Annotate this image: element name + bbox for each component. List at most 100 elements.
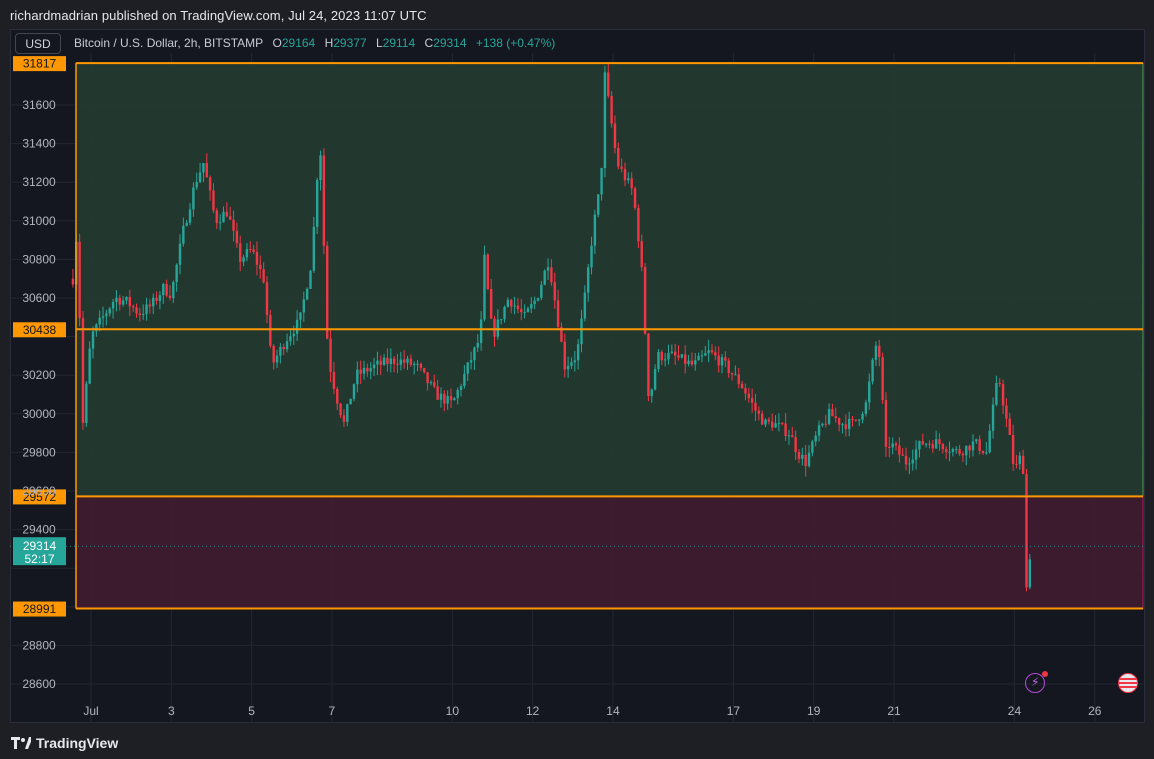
candle-body bbox=[955, 449, 958, 451]
candle-body bbox=[108, 308, 111, 314]
candle-body bbox=[1025, 474, 1028, 588]
level-label: 30438 bbox=[23, 323, 57, 337]
high-label: H bbox=[324, 36, 334, 50]
candle-body bbox=[650, 389, 653, 397]
candle-body bbox=[724, 357, 727, 361]
candle-body bbox=[245, 249, 249, 258]
candle-body bbox=[131, 306, 135, 308]
candle-body bbox=[1021, 455, 1025, 475]
candle-body bbox=[175, 264, 178, 282]
candle-body bbox=[285, 341, 289, 350]
level-label-box bbox=[13, 322, 66, 338]
candle-body bbox=[908, 463, 911, 465]
candle-body bbox=[205, 163, 208, 178]
candle-body bbox=[533, 300, 536, 304]
us-flag-icon[interactable] bbox=[1118, 673, 1138, 693]
y-tick-label: 29600 bbox=[22, 484, 56, 498]
symbol-title: Bitcoin / U.S. Dollar, 2h, BITSTAMP bbox=[74, 36, 264, 50]
x-tick-label: 7 bbox=[329, 704, 336, 718]
lightning-icon[interactable]: ⚡ bbox=[1025, 671, 1048, 693]
candle-body bbox=[667, 352, 670, 360]
candle-body bbox=[744, 388, 747, 394]
candle-body bbox=[556, 300, 560, 327]
candle-body bbox=[389, 358, 392, 365]
open-value: 29164 bbox=[281, 36, 316, 50]
candle-body bbox=[841, 424, 844, 426]
open-label: O bbox=[272, 36, 282, 50]
candle-body bbox=[506, 299, 510, 307]
candle-body bbox=[660, 351, 663, 361]
candle-body bbox=[279, 346, 282, 356]
candle-body bbox=[888, 446, 891, 448]
candle-body bbox=[911, 459, 914, 464]
candle-body bbox=[530, 303, 533, 309]
candle-body bbox=[834, 416, 837, 419]
candle-body bbox=[747, 393, 750, 399]
candle-body bbox=[918, 441, 921, 450]
close-label: C bbox=[424, 36, 434, 50]
candle-body bbox=[228, 216, 232, 220]
x-tick-label: 24 bbox=[1008, 704, 1022, 718]
candle-body bbox=[305, 288, 309, 300]
candle-body bbox=[252, 249, 255, 252]
tradingview-brand[interactable]: TradingView bbox=[11, 735, 118, 751]
y-tick-label: 30000 bbox=[22, 407, 56, 421]
candle-body bbox=[78, 241, 81, 319]
candle-body bbox=[1015, 463, 1018, 465]
candle-body bbox=[402, 359, 406, 363]
candle-body bbox=[710, 350, 714, 353]
candle-body bbox=[643, 267, 647, 334]
candle-body bbox=[904, 455, 908, 465]
candle-body bbox=[188, 209, 192, 223]
y-tick-label: 31000 bbox=[22, 214, 56, 228]
candle-body bbox=[938, 439, 941, 445]
candle-body bbox=[489, 289, 493, 319]
candle-body bbox=[968, 445, 971, 451]
candle-body bbox=[566, 365, 570, 370]
x-tick-label: Jul bbox=[83, 704, 98, 718]
candle-body bbox=[771, 421, 774, 428]
candle-body bbox=[647, 333, 650, 397]
tradingview-logo-icon bbox=[11, 737, 31, 749]
candle-body bbox=[346, 404, 349, 422]
candle-body bbox=[326, 245, 329, 339]
candle-body bbox=[322, 155, 326, 246]
candle-body bbox=[526, 308, 530, 312]
level-label-box bbox=[13, 56, 66, 72]
candle-body bbox=[1011, 434, 1015, 464]
candle-body bbox=[312, 226, 316, 271]
candle-body bbox=[640, 241, 643, 268]
candle-body bbox=[376, 360, 379, 365]
candle-body bbox=[680, 354, 684, 358]
candle-body bbox=[837, 418, 841, 425]
x-tick-label: 14 bbox=[606, 704, 620, 718]
x-tick-label: 26 bbox=[1088, 704, 1102, 718]
candle-body bbox=[162, 283, 165, 296]
candle-body bbox=[443, 393, 446, 404]
y-tick-label: 30800 bbox=[22, 252, 56, 266]
candle-body bbox=[309, 270, 312, 289]
candle-body bbox=[550, 267, 553, 283]
candle-body bbox=[262, 269, 265, 283]
candle-body bbox=[423, 367, 426, 373]
currency-button[interactable]: USD bbox=[15, 33, 61, 54]
candle-body bbox=[483, 254, 486, 320]
candle-body bbox=[135, 307, 138, 314]
candle-body bbox=[446, 396, 449, 404]
x-tick-label: 19 bbox=[807, 704, 821, 718]
y-tick-label: 30200 bbox=[22, 368, 56, 382]
candle-body bbox=[965, 445, 968, 456]
candle-body bbox=[807, 452, 811, 467]
candle-body bbox=[617, 147, 620, 167]
candle-body bbox=[382, 357, 386, 365]
candle-body bbox=[620, 166, 623, 169]
candle-body bbox=[466, 362, 469, 374]
candle-body bbox=[958, 449, 961, 454]
candle-body bbox=[339, 403, 342, 416]
candle-body bbox=[185, 222, 188, 226]
candle-body bbox=[239, 243, 242, 262]
zones bbox=[75, 62, 1144, 610]
candle-body bbox=[898, 445, 901, 455]
